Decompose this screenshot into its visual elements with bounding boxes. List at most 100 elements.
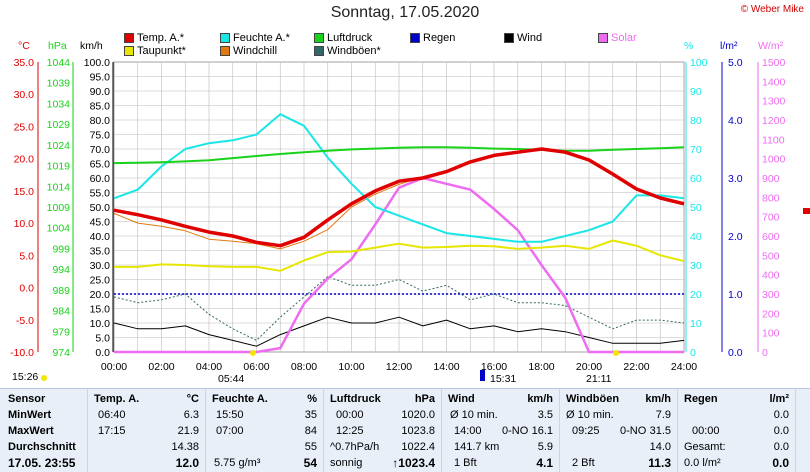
hum-tick-label: 0 xyxy=(690,347,696,359)
column-unit: °C xyxy=(186,393,199,405)
press-tick-label: 979 xyxy=(52,326,70,338)
copyright-label: © Weber Mike xyxy=(740,4,804,15)
temp-tick-label: 25.0 xyxy=(14,121,35,133)
cell: 12.0 xyxy=(175,456,199,470)
cell: ^0.7hPa/h xyxy=(330,441,380,453)
weather-chart: -10.0 -5.0 0.0 5.0 10.0 15.0 20.0 25.0 30.0 35.0 9… xyxy=(10,57,810,381)
solar-tick-label: 1000 xyxy=(762,154,786,166)
solar-tick-label: 300 xyxy=(762,289,780,301)
x-tick-label: 22:00 xyxy=(623,361,649,373)
cell: 35 xyxy=(304,409,317,421)
cell: 5.9 xyxy=(537,441,553,453)
legend-label: Wind xyxy=(517,32,543,44)
cell: 21.9 xyxy=(177,425,199,437)
series-dewpoint-line xyxy=(114,239,685,272)
legend-dewpoint: Taupunkt* xyxy=(124,45,186,57)
sunrise-label: 05:44 xyxy=(218,373,245,385)
sunset-marker xyxy=(613,350,619,356)
hum-tick-label: 10 xyxy=(690,318,702,330)
cell: 55 xyxy=(304,441,317,453)
hum-tick-label: 40 xyxy=(690,231,702,243)
column-header: Temp. A. xyxy=(94,393,140,405)
cell: 54 xyxy=(303,456,317,470)
series-solar-line xyxy=(114,176,684,354)
hum-tick-label: 90 xyxy=(690,86,702,98)
rain-tick-label: 2.0 xyxy=(728,231,743,243)
legend-swatch xyxy=(314,46,324,56)
legend-humidity: Feuchte A.* xyxy=(220,32,290,44)
solar-tick-label: 1200 xyxy=(762,115,786,127)
wind-tick-label: 30.0 xyxy=(90,260,111,272)
x-tick-label: 02:00 xyxy=(148,361,174,373)
wind-tick-label: 15.0 xyxy=(90,304,111,316)
cell: 3.5 xyxy=(537,409,553,421)
wind-tick-label: 90.0 xyxy=(90,86,111,98)
series-wind-line xyxy=(113,316,685,347)
x-tick-label: 20:00 xyxy=(576,361,602,373)
solar-tick-label: 100 xyxy=(762,328,780,340)
temp-tick-label: 15.0 xyxy=(14,186,35,198)
temp-tick-label: 30.0 xyxy=(14,89,35,101)
gust-column: Windböen km/h Ø 10 min. 7.9 09:25 0-NO 31.5 … xyxy=(560,389,678,472)
solar-tick-label: 600 xyxy=(762,231,780,243)
x-tick-label: 24:00 xyxy=(671,361,697,373)
series-pressure-line xyxy=(113,146,685,165)
temp-column: Temp. A. °C 06:40 6.3 17:15 21.9 14.38 12.0 xyxy=(88,389,206,472)
row-label: Durchschnitt xyxy=(8,441,76,453)
wind-tick-label: 70.0 xyxy=(90,144,111,156)
cell: 6.3 xyxy=(183,409,199,421)
cell: 14:00 xyxy=(454,425,482,437)
press-tick-label: 1034 xyxy=(47,98,71,110)
cell: ↑1023.4 xyxy=(392,456,435,470)
x-tick-label: 08:00 xyxy=(291,361,317,373)
wind-tick-label: 95.0 xyxy=(90,72,111,84)
cell: 4.1 xyxy=(536,456,553,470)
press-tick-label: 989 xyxy=(52,285,70,297)
cell: 06:40 xyxy=(98,409,126,421)
press-tick-label: 1009 xyxy=(47,202,71,214)
solar-tick-label: 1300 xyxy=(762,96,786,108)
wind-column: Wind km/h Ø 10 min. 3.5 14:00 0-NO 16.1 141.… xyxy=(442,389,560,472)
column-unit: hPa xyxy=(414,393,435,405)
column-unit: km/h xyxy=(645,393,671,405)
pressure-column: Luftdruck hPa 00:00 1020.0 12:25 1023.8 ^0.… xyxy=(324,389,442,472)
solar-tick-label: 200 xyxy=(762,308,780,320)
solar-tick-label: 400 xyxy=(762,270,780,282)
cell: 0-NO xyxy=(502,425,529,437)
wind-tick-label: 75.0 xyxy=(90,130,111,142)
column-header: Regen xyxy=(684,393,718,405)
cell: 00:00 xyxy=(336,409,364,421)
temp-tick-label: 0.0 xyxy=(19,283,34,295)
temp-tick-label: 20.0 xyxy=(14,154,35,166)
hum-tick-label: 50 xyxy=(690,202,702,214)
rain-tick-label: 1.0 xyxy=(728,289,743,301)
press-tick-label: 1004 xyxy=(47,223,71,235)
press-tick-label: 994 xyxy=(52,264,70,276)
solar-tick-label: 1500 xyxy=(762,57,786,69)
solar-tick-label: 0 xyxy=(762,347,768,359)
hum-tick-label: 30 xyxy=(690,260,702,272)
solar-tick-label: 800 xyxy=(762,192,780,204)
cell: 1020.0 xyxy=(401,409,435,421)
rain-tick-label: 0.0 xyxy=(728,347,743,359)
wind-tick-label: 10.0 xyxy=(90,318,111,330)
hum-tick-label: 70 xyxy=(690,144,702,156)
solar-noon-marker xyxy=(480,370,485,381)
cell: 84 xyxy=(304,425,317,437)
legend-temp: Temp. A.* xyxy=(124,32,184,44)
legend-label: Windböen* xyxy=(327,45,381,57)
cell: 0.0 xyxy=(773,409,789,421)
wind-tick-label: 100.0 xyxy=(84,57,110,69)
legend-swatch xyxy=(314,33,324,43)
cell: 11.3 xyxy=(648,456,671,470)
legend-label: Temp. A.* xyxy=(137,32,185,44)
wind-tick-label: 0.0 xyxy=(95,347,110,359)
cell: 1023.8 xyxy=(401,425,435,437)
temp-tick-label: -10.0 xyxy=(10,347,34,359)
x-tick-label: 16:00 xyxy=(481,361,507,373)
series-humidity-line xyxy=(113,113,685,243)
temp-tick-label: 35.0 xyxy=(14,57,35,69)
cell: 16.1 xyxy=(531,425,553,437)
wind-tick-label: 45.0 xyxy=(90,217,111,229)
cell: Gesamt: xyxy=(684,441,726,453)
